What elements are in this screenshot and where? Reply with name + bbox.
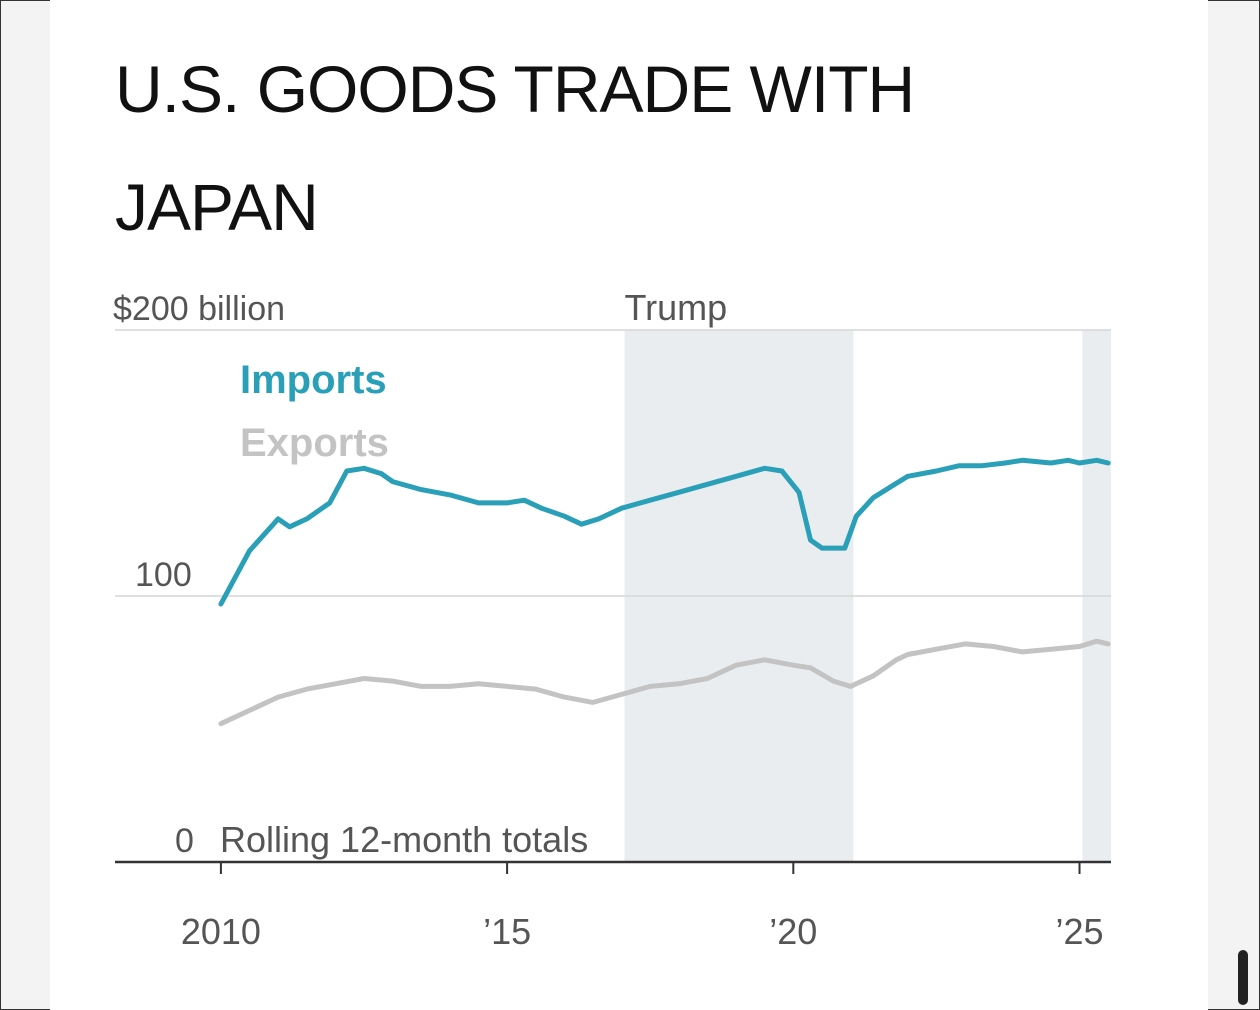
legend-imports: Imports: [240, 358, 387, 402]
x-tick-label: ’15: [483, 911, 531, 952]
gridlines: [115, 329, 1111, 597]
y-tick-label: 0: [175, 822, 194, 860]
series-line-exports: [218, 638, 1111, 727]
x-axis: [115, 860, 1111, 874]
x-tick-label: ’20: [769, 911, 817, 952]
series-lines: [218, 457, 1111, 727]
scrollbar-thumb[interactable]: [1238, 950, 1248, 1005]
y-axis-note: Rolling 12-month totals: [220, 819, 588, 860]
legend-exports: Exports: [240, 421, 389, 465]
y-tick-label: $200 billion: [113, 290, 285, 328]
y-tick-label: 100: [135, 556, 192, 594]
shaded-period-label: Trump: [624, 287, 727, 328]
chart-labels: Trump $200 billion 100 0 Rolling 12-month to…: [113, 287, 1104, 952]
x-tick-label: 2010: [181, 911, 261, 952]
series-line-imports: [218, 457, 1111, 607]
chart-title: U.S. GOODS TRADE WITH JAPAN: [115, 52, 915, 244]
x-tick-label: ’25: [1055, 911, 1103, 952]
